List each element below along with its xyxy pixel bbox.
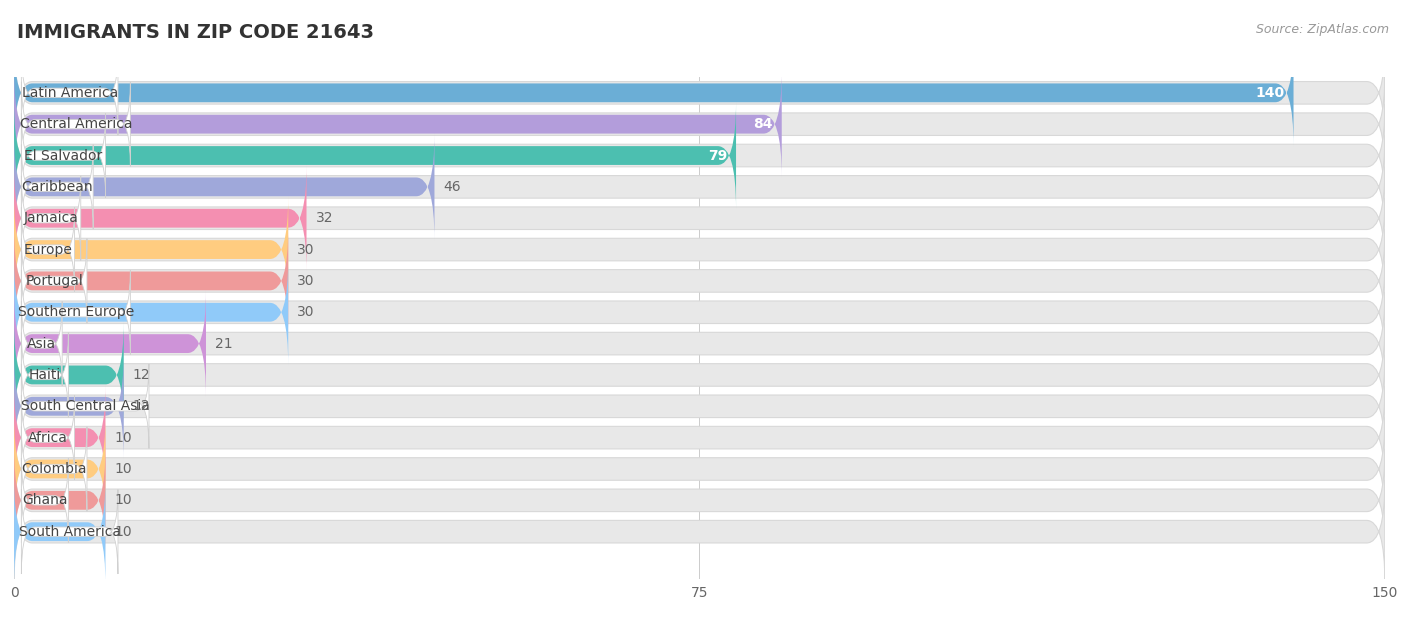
FancyBboxPatch shape <box>14 104 1385 207</box>
Text: 12: 12 <box>134 399 150 413</box>
FancyBboxPatch shape <box>14 447 105 554</box>
FancyBboxPatch shape <box>14 323 1385 426</box>
Text: Caribbean: Caribbean <box>21 180 93 194</box>
FancyBboxPatch shape <box>14 416 105 522</box>
FancyBboxPatch shape <box>21 113 105 198</box>
Text: 21: 21 <box>215 336 233 350</box>
FancyBboxPatch shape <box>14 261 1385 364</box>
Text: 10: 10 <box>115 493 132 507</box>
Text: 46: 46 <box>444 180 461 194</box>
Text: Africa: Africa <box>28 431 67 445</box>
FancyBboxPatch shape <box>21 145 93 229</box>
Text: South Central Asia: South Central Asia <box>21 399 149 413</box>
FancyBboxPatch shape <box>14 228 288 334</box>
FancyBboxPatch shape <box>14 134 434 240</box>
Text: Asia: Asia <box>27 336 56 350</box>
FancyBboxPatch shape <box>14 355 1385 458</box>
FancyBboxPatch shape <box>14 449 1385 552</box>
FancyBboxPatch shape <box>21 239 87 323</box>
FancyBboxPatch shape <box>21 270 131 354</box>
Text: Southern Europe: Southern Europe <box>18 305 134 320</box>
FancyBboxPatch shape <box>21 176 80 260</box>
Text: 79: 79 <box>707 149 727 163</box>
Text: 10: 10 <box>115 462 132 476</box>
FancyBboxPatch shape <box>14 386 1385 489</box>
FancyBboxPatch shape <box>14 167 1385 269</box>
FancyBboxPatch shape <box>14 385 105 491</box>
FancyBboxPatch shape <box>14 417 1385 520</box>
FancyBboxPatch shape <box>14 73 1385 176</box>
Text: 30: 30 <box>298 305 315 320</box>
FancyBboxPatch shape <box>14 353 124 460</box>
FancyBboxPatch shape <box>14 478 105 585</box>
FancyBboxPatch shape <box>21 302 62 386</box>
Text: 140: 140 <box>1256 86 1285 100</box>
Text: Latin America: Latin America <box>21 86 118 100</box>
FancyBboxPatch shape <box>14 41 1385 144</box>
Text: Source: ZipAtlas.com: Source: ZipAtlas.com <box>1256 23 1389 35</box>
Text: IMMIGRANTS IN ZIP CODE 21643: IMMIGRANTS IN ZIP CODE 21643 <box>17 23 374 42</box>
Text: 30: 30 <box>298 242 315 257</box>
Text: Jamaica: Jamaica <box>24 211 79 225</box>
FancyBboxPatch shape <box>14 136 1385 239</box>
Text: 10: 10 <box>115 525 132 539</box>
Text: 30: 30 <box>298 274 315 288</box>
Text: Europe: Europe <box>24 242 72 257</box>
Text: 12: 12 <box>134 368 150 382</box>
Text: 32: 32 <box>316 211 333 225</box>
FancyBboxPatch shape <box>14 71 782 177</box>
FancyBboxPatch shape <box>14 198 1385 301</box>
FancyBboxPatch shape <box>14 196 288 303</box>
Text: Portugal: Portugal <box>25 274 83 288</box>
Text: South America: South America <box>18 525 121 539</box>
Text: Central America: Central America <box>20 117 132 131</box>
FancyBboxPatch shape <box>14 40 1294 146</box>
Text: Colombia: Colombia <box>21 462 87 476</box>
FancyBboxPatch shape <box>21 332 69 417</box>
Text: Haiti: Haiti <box>28 368 60 382</box>
FancyBboxPatch shape <box>14 322 124 428</box>
FancyBboxPatch shape <box>14 230 1385 332</box>
FancyBboxPatch shape <box>14 292 1385 395</box>
FancyBboxPatch shape <box>14 102 737 209</box>
Text: Ghana: Ghana <box>22 493 67 507</box>
Text: 84: 84 <box>754 117 773 131</box>
FancyBboxPatch shape <box>21 51 118 135</box>
FancyBboxPatch shape <box>21 364 149 449</box>
FancyBboxPatch shape <box>21 395 75 480</box>
FancyBboxPatch shape <box>14 165 307 271</box>
Text: 10: 10 <box>115 431 132 445</box>
FancyBboxPatch shape <box>21 82 131 167</box>
FancyBboxPatch shape <box>21 207 75 292</box>
FancyBboxPatch shape <box>21 427 87 511</box>
Text: El Salvador: El Salvador <box>24 149 103 163</box>
FancyBboxPatch shape <box>14 291 207 397</box>
FancyBboxPatch shape <box>21 458 69 543</box>
FancyBboxPatch shape <box>14 480 1385 583</box>
FancyBboxPatch shape <box>14 259 288 365</box>
FancyBboxPatch shape <box>21 489 118 574</box>
